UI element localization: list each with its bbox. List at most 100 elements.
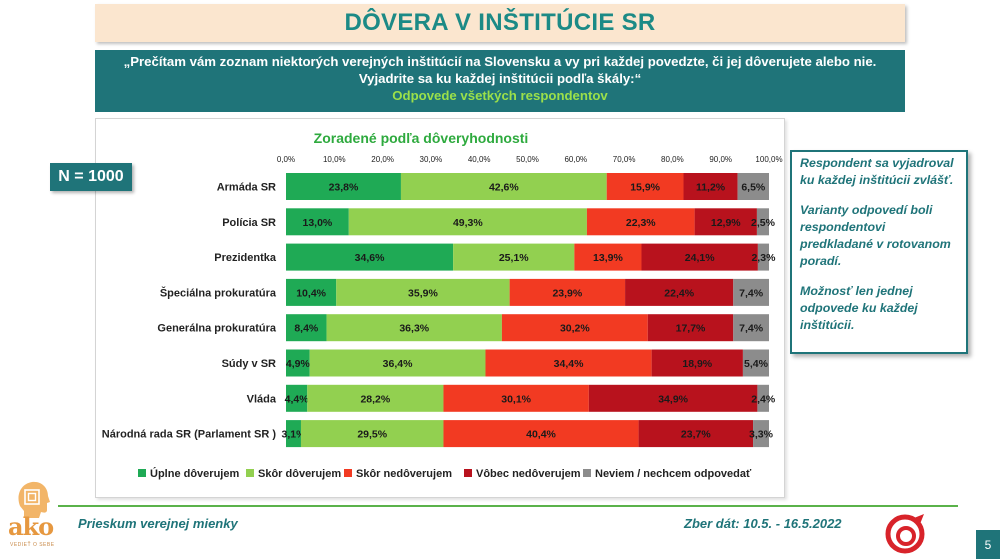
category-label: Generálna prokuratúra	[157, 323, 276, 335]
x-tick-label: 100,0%	[755, 155, 782, 164]
page-title: DÔVERA V INŠTITÚCIE SR	[344, 9, 656, 36]
bar-segment	[336, 278, 510, 306]
red-swirl-logo-icon	[885, 514, 925, 554]
bar-segment	[501, 314, 648, 342]
question-text: „Prečítam vám zoznam niektorých verejnýc…	[123, 54, 877, 86]
bar-segment	[588, 384, 758, 412]
data-label: 3,3%	[749, 429, 774, 441]
bar-segment	[286, 243, 454, 271]
legend-entry: Úplne dôverujem	[150, 467, 239, 480]
bar-segment	[757, 384, 769, 412]
bar-segment	[625, 278, 734, 306]
data-label: 7,4%	[739, 323, 764, 335]
data-label: 4,9%	[286, 358, 311, 370]
legend-swatch	[464, 469, 472, 477]
footer-divider	[58, 505, 958, 507]
category-label: Armáda SR	[217, 182, 276, 194]
legend-entry: Skôr dôverujem	[258, 468, 341, 480]
bar-segment	[757, 243, 769, 271]
data-label: 29,5%	[357, 429, 387, 441]
data-label: 23,9%	[552, 287, 582, 299]
data-label: 28,2%	[360, 393, 390, 405]
bar-segment	[326, 314, 502, 342]
footer-survey-label: Prieskum verejnej mienky	[78, 516, 238, 531]
legend-entry: Neviem / nechcem odpovedať	[595, 468, 752, 480]
data-label: 22,3%	[626, 217, 656, 229]
page-number: 5	[976, 530, 1000, 559]
x-tick-label: 30,0%	[420, 155, 443, 164]
footer-date-range: Zber dát: 10.5. - 16.5.2022	[684, 516, 842, 531]
x-tick-label: 20,0%	[371, 155, 394, 164]
bar-segment	[586, 208, 695, 236]
bar-segment	[286, 314, 327, 342]
bar-segment	[651, 349, 743, 377]
bar-segment	[606, 173, 684, 200]
bar-segment	[286, 420, 301, 448]
bar-segment	[737, 173, 769, 200]
x-tick-label: 60,0%	[564, 155, 587, 164]
bar-segment	[400, 173, 607, 200]
data-label: 4,4%	[285, 393, 310, 405]
data-label: 40,4%	[526, 429, 556, 441]
bar-segment	[286, 173, 401, 200]
data-label: 36,3%	[399, 323, 429, 335]
category-label: Národná rada SR (Parlament SR )	[102, 429, 277, 441]
data-label: 24,1%	[685, 252, 715, 264]
legend-swatch	[138, 469, 146, 477]
bar-segment	[286, 208, 349, 236]
data-label: 30,1%	[501, 393, 531, 405]
data-label: 13,0%	[303, 217, 333, 229]
bar-segment	[485, 349, 652, 377]
category-label: Špeciálna prokuratúra	[160, 286, 277, 299]
bar-segment	[574, 243, 642, 271]
category-label: Prezidentka	[214, 252, 277, 264]
bar-segment	[638, 420, 754, 448]
bar-segment	[443, 384, 589, 412]
x-tick-label: 0,0%	[277, 155, 295, 164]
x-tick-label: 80,0%	[661, 155, 684, 164]
bar-segment	[286, 349, 310, 377]
data-label: 2,4%	[751, 393, 776, 405]
legend-swatch	[344, 469, 352, 477]
data-label: 10,4%	[296, 287, 326, 299]
stacked-bar-chart: Zoradené podľa dôveryhodnosti 0,0% 10,0% 20…	[102, 130, 783, 480]
note-1: Respondent sa vyjadroval ku každej inšti…	[800, 156, 954, 188]
bar-segment	[307, 384, 444, 412]
bar-segment	[683, 173, 738, 200]
bar-segment	[647, 314, 734, 342]
x-tick-label: 10,0%	[323, 155, 346, 164]
data-label: 7,4%	[739, 287, 764, 299]
data-label: 18,9%	[682, 358, 712, 370]
data-label: 2,3%	[751, 252, 776, 264]
legend-swatch	[246, 469, 254, 477]
data-label: 34,6%	[355, 252, 385, 264]
bar-segment	[641, 243, 758, 271]
data-label: 2,5%	[751, 217, 776, 229]
bar-segment	[756, 208, 769, 236]
bar-segment	[286, 278, 337, 306]
x-tick-label: 90,0%	[709, 155, 732, 164]
data-label: 35,9%	[408, 287, 438, 299]
data-label: 12,9%	[711, 217, 741, 229]
bar-segment	[300, 420, 444, 448]
data-label: 13,9%	[593, 252, 623, 264]
data-label: 15,9%	[630, 182, 660, 194]
ako-brand-tagline: VEDIEŤ O SEBE	[10, 542, 55, 548]
bar-segment	[453, 243, 575, 271]
data-label: 3,1%	[282, 429, 307, 441]
category-label: Vláda	[247, 393, 277, 405]
legend-entry: Skôr nedôverujem	[356, 468, 452, 480]
data-label: 8,4%	[294, 323, 319, 335]
bar-segment	[309, 349, 486, 377]
title-box: DÔVERA V INŠTITÚCIE SR	[95, 4, 905, 42]
data-label: 5,4%	[744, 358, 769, 370]
x-tick-label: 40,0%	[468, 155, 491, 164]
question-subtitle: Odpovede všetkých respondentov	[392, 88, 608, 103]
ako-brand-text: ako	[8, 512, 54, 541]
x-tick-label: 50,0%	[516, 155, 539, 164]
data-label: 49,3%	[453, 217, 483, 229]
chart-panel: Zoradené podľa dôveryhodnosti 0,0% 10,0% 20…	[95, 118, 785, 498]
ako-logo-icon	[18, 481, 50, 518]
note-3: Možnosť len jednej odpovede ku každej in…	[800, 283, 918, 333]
data-label: 42,6%	[489, 182, 519, 194]
